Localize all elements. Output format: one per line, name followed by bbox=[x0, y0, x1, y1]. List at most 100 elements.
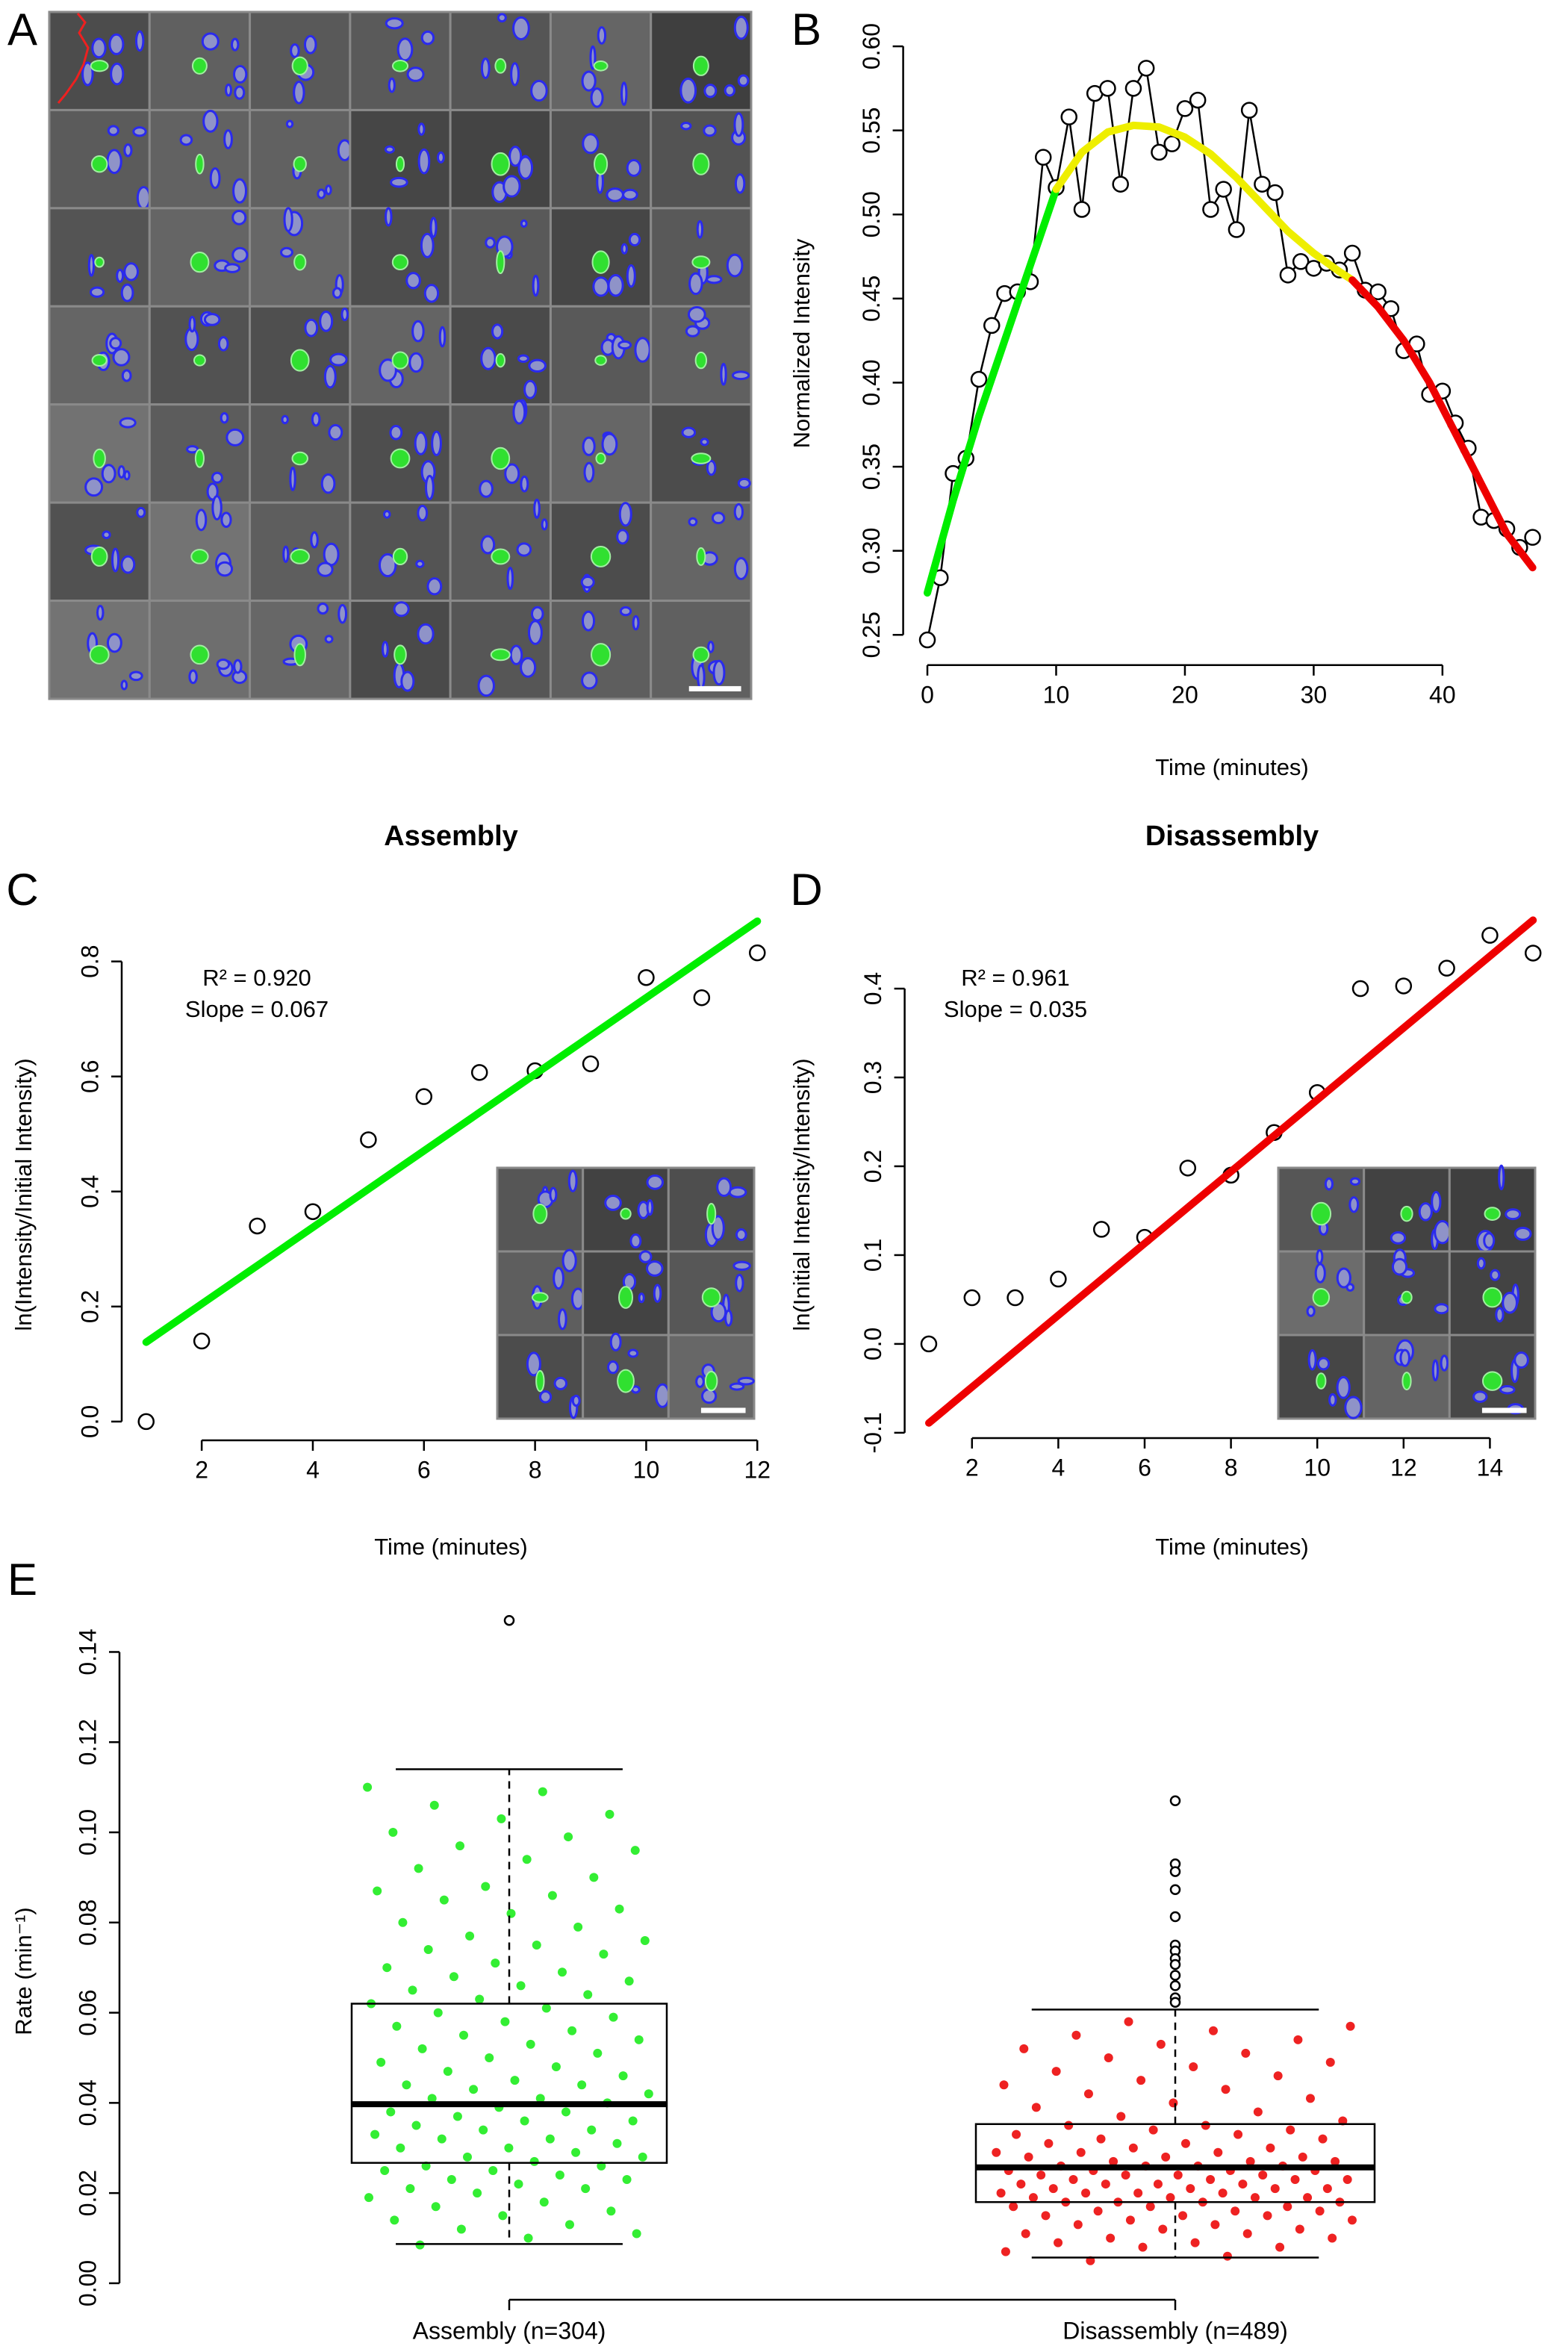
y-axis-label: ln(Intensity/Initial Intensity) bbox=[10, 1058, 37, 1331]
data-point bbox=[918, 631, 936, 649]
data-point bbox=[1254, 175, 1271, 193]
blue-outline bbox=[553, 1376, 568, 1390]
jitter-point bbox=[376, 2058, 386, 2068]
blue-outline bbox=[1399, 1348, 1410, 1367]
green-spot bbox=[590, 546, 612, 567]
blue-outline bbox=[87, 254, 96, 277]
data-point bbox=[970, 370, 988, 388]
jitter-point bbox=[1048, 2184, 1058, 2194]
jitter-point bbox=[504, 2143, 514, 2153]
blue-outline bbox=[646, 1175, 665, 1190]
data-point bbox=[1124, 80, 1142, 97]
jitter-point bbox=[1166, 2193, 1175, 2203]
y-tick-label: 0.08 bbox=[74, 1900, 101, 1946]
jitter-point bbox=[1021, 2229, 1030, 2239]
blue-outline bbox=[527, 620, 543, 645]
blue-outline bbox=[202, 110, 219, 133]
blue-outline bbox=[417, 148, 431, 175]
data-point bbox=[470, 1064, 488, 1081]
jitter-point bbox=[363, 1782, 373, 1792]
data-point bbox=[1179, 1160, 1197, 1177]
jitter-point bbox=[469, 2085, 479, 2094]
blue-outline bbox=[121, 369, 132, 382]
jitter-point bbox=[497, 1814, 506, 1823]
box bbox=[350, 2003, 668, 2164]
blue-outline bbox=[571, 1394, 581, 1407]
blue-outline bbox=[732, 1260, 751, 1271]
jitter-point bbox=[498, 2211, 508, 2221]
jitter-point bbox=[398, 1917, 408, 1927]
outlier bbox=[1169, 1997, 1181, 2008]
jitter-point bbox=[462, 2152, 472, 2162]
green-spot bbox=[692, 55, 709, 76]
blue-outline bbox=[526, 1351, 541, 1377]
blue-outline bbox=[1499, 1384, 1516, 1395]
jitter-point bbox=[612, 2138, 622, 2148]
jitter-point bbox=[1121, 2170, 1130, 2180]
jitter-point bbox=[431, 2202, 441, 2212]
blue-outline bbox=[328, 423, 343, 441]
jitter-point bbox=[1016, 2180, 1026, 2189]
jitter-point bbox=[459, 2030, 469, 2040]
jitter-point bbox=[520, 2116, 529, 2126]
blue-outline bbox=[695, 1375, 705, 1388]
blue-outline bbox=[425, 474, 435, 500]
blue-outline bbox=[620, 243, 628, 255]
jitter-point bbox=[390, 2215, 399, 2225]
y-tick-label: 0.14 bbox=[74, 1628, 101, 1675]
blue-outline bbox=[583, 461, 595, 483]
data-point bbox=[1524, 945, 1542, 962]
blue-outline bbox=[629, 1233, 642, 1249]
blue-outline bbox=[417, 122, 426, 136]
y-tick-label: 0.60 bbox=[858, 23, 885, 69]
blue-outline bbox=[1490, 1269, 1501, 1281]
x-tick-label: 10 bbox=[1043, 681, 1070, 708]
jitter-point bbox=[447, 2175, 456, 2185]
blue-outline bbox=[503, 175, 521, 198]
blue-outline bbox=[1324, 1177, 1334, 1191]
jitter-point bbox=[475, 1994, 485, 2004]
y-tick-label: 0.12 bbox=[74, 1719, 101, 1765]
blue-outline bbox=[1344, 1396, 1363, 1419]
data-point bbox=[1034, 149, 1052, 166]
green-spot bbox=[495, 352, 505, 368]
green-spot bbox=[1312, 1287, 1331, 1307]
blue-outline bbox=[616, 529, 629, 545]
data-point bbox=[1073, 201, 1091, 218]
blue-outline bbox=[581, 671, 598, 690]
data-point bbox=[1343, 244, 1361, 262]
y-tick-label: 0.10 bbox=[74, 1809, 101, 1855]
jitter-point bbox=[564, 1832, 573, 1842]
blue-outline bbox=[520, 219, 528, 228]
blue-outline bbox=[480, 346, 497, 370]
jitter-point bbox=[1068, 2175, 1078, 2185]
blue-outline bbox=[411, 320, 425, 343]
blue-outline bbox=[1316, 1357, 1331, 1371]
blue-outline bbox=[1472, 1390, 1488, 1403]
green-spot bbox=[1310, 1201, 1332, 1226]
blue-outline bbox=[224, 263, 241, 273]
blue-outline bbox=[646, 1260, 664, 1277]
blue-outline bbox=[735, 1273, 744, 1292]
jitter-point bbox=[1253, 2107, 1263, 2117]
jitter-point bbox=[411, 2121, 421, 2130]
jitter-point bbox=[1169, 2098, 1178, 2108]
data-point bbox=[1050, 1270, 1067, 1288]
jitter-point bbox=[1318, 2134, 1328, 2144]
data-point bbox=[137, 1413, 155, 1431]
data-point bbox=[1481, 927, 1499, 944]
green-spot bbox=[90, 546, 108, 567]
data-point bbox=[693, 989, 711, 1007]
jitter-point bbox=[1083, 2089, 1093, 2099]
jitter-point bbox=[1041, 2211, 1051, 2221]
jitter-point bbox=[1245, 2156, 1255, 2166]
green-spot bbox=[593, 60, 609, 72]
blue-outline bbox=[337, 603, 348, 624]
blue-outline bbox=[231, 37, 240, 52]
green-spot bbox=[691, 452, 712, 464]
blue-outline bbox=[233, 659, 243, 674]
blue-outline bbox=[733, 556, 749, 580]
jitter-point bbox=[370, 2129, 380, 2139]
y-tick-label: 0.0 bbox=[859, 1328, 886, 1360]
blue-outline bbox=[1495, 1307, 1505, 1323]
